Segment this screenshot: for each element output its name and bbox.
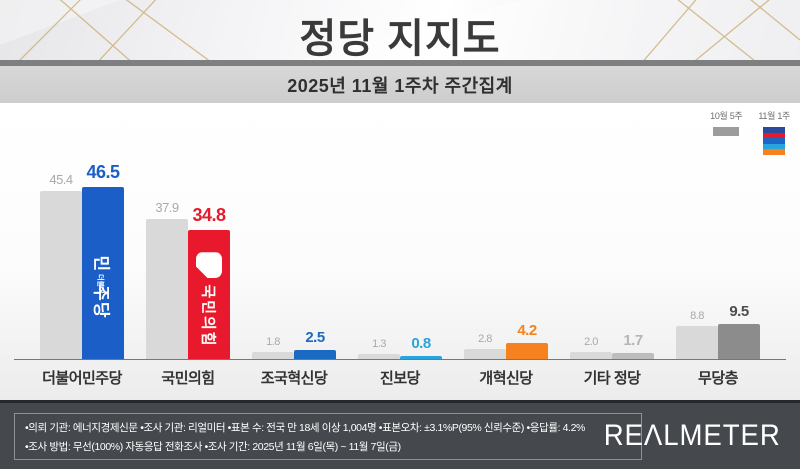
current-week-value: 9.5 <box>729 302 749 320</box>
current-week-bar-column: 9.5 <box>718 303 760 359</box>
category-label: 기타 정당 <box>583 370 641 387</box>
bar-plot: 45.4 46.5 민더불어주당 더불어민주당 37.9 34.8 국민의힘 국민의힘 1.8 2… <box>14 162 786 387</box>
previous-week-value: 8.8 <box>690 310 704 323</box>
previous-week-bar <box>40 191 82 359</box>
current-week-bar-column: 46.5 민더불어주당 <box>82 162 124 359</box>
bar-group-7: 8.8 9.5 무당층 <box>676 303 760 387</box>
current-week-bar-column: 1.7 <box>612 332 654 359</box>
footer-band: •의뢰 기관: 에너지경제신문 •조사 기관: 리얼미터 •표본 수: 전국 만… <box>0 400 800 469</box>
current-week-bar <box>506 343 548 359</box>
category-label: 더불어민주당 <box>42 370 122 387</box>
decorative-gold-lines <box>0 0 800 60</box>
previous-week-bar-column: 1.3 <box>358 338 400 359</box>
survey-methodology-box: •의뢰 기관: 에너지경제신문 •조사 기관: 리얼미터 •표본 수: 전국 만… <box>14 413 642 460</box>
legend-swatch-previous-week <box>713 127 740 136</box>
previous-week-bar <box>676 326 718 359</box>
current-week-value: 0.8 <box>411 335 431 353</box>
current-week-value: 46.5 <box>86 161 120 182</box>
survey-info-line-1: •의뢰 기관: 에너지경제신문 •조사 기관: 리얼미터 •표본 수: 전국 만… <box>25 421 585 434</box>
minjoo-logo-text: 주당 <box>91 284 111 319</box>
report-period-subtitle: 2025년 11월 1주차 주간집계 <box>287 75 513 96</box>
minjoo-logo-text: 민 <box>91 255 111 272</box>
current-week-bar <box>718 323 760 359</box>
previous-week-bar <box>358 354 400 359</box>
ppp-party-logo-text: 국민의힘 <box>199 284 217 348</box>
previous-week-bar-column: 8.8 <box>676 310 718 359</box>
category-label: 조국혁신당 <box>260 370 328 387</box>
previous-week-bar <box>464 348 506 359</box>
current-week-bar-column: 2.5 <box>294 329 336 359</box>
realmeter-logo: REΛLMETER <box>603 419 781 452</box>
legend-stripe <box>763 149 786 155</box>
bar-group-2: 37.9 34.8 국민의힘 국민의힘 <box>146 200 230 387</box>
current-week-bar-column: 4.2 <box>506 322 548 359</box>
current-week-value: 4.2 <box>517 322 537 340</box>
current-week-value: 2.5 <box>305 328 325 346</box>
legend-swatch-current-week <box>763 127 786 155</box>
current-week-bar-column: 34.8 국민의힘 <box>188 205 230 359</box>
current-week-value: 34.8 <box>192 205 226 226</box>
previous-week-value: 37.9 <box>155 199 179 215</box>
category-label: 무당층 <box>698 370 738 387</box>
survey-info-line-2: •조사 방법: 무선(100%) 자동응답 전화조사 •조사 기간: 2025년… <box>25 440 401 453</box>
legend-item-current-week: 11월 1주 <box>758 109 790 155</box>
current-week-value: 1.7 <box>623 331 643 349</box>
previous-week-bar-column: 2.0 <box>570 336 612 359</box>
previous-week-bar-column: 45.4 <box>40 172 82 359</box>
previous-week-bar-column: 1.8 <box>252 336 294 359</box>
legend-label-previous-week: 10월 5주 <box>710 111 743 121</box>
ppp-bubble-icon <box>196 252 222 279</box>
legend-label-current-week: 11월 1주 <box>758 111 790 121</box>
legend-stripe <box>763 127 786 133</box>
previous-week-value: 1.3 <box>372 338 386 351</box>
minjoo-party-logo: 민더불어주당 <box>91 255 116 318</box>
chart-legend: 10월 5주 11월 1주 <box>710 109 790 155</box>
legend-stripe <box>763 138 786 144</box>
legend-stripe <box>763 132 786 138</box>
bar-group-3: 1.8 2.5 조국혁신당 <box>252 329 336 387</box>
previous-week-value: 2.0 <box>584 335 598 348</box>
minjoo-logo-text: 더불어 <box>96 273 104 294</box>
current-week-bar-column: 0.8 <box>400 335 442 359</box>
previous-week-value: 1.8 <box>266 336 280 349</box>
previous-week-bar-column: 37.9 <box>146 200 188 359</box>
current-week-bar <box>400 356 442 359</box>
bar-group-5: 2.8 4.2 개혁신당 <box>464 322 548 387</box>
bar-group-4: 1.3 0.8 진보당 <box>358 335 442 387</box>
current-week-bar <box>612 352 654 359</box>
previous-week-bar <box>252 352 294 359</box>
previous-week-value: 2.8 <box>478 332 492 345</box>
plot-area: 45.4 46.5 민더불어주당 더불어민주당 37.9 34.8 국민의힘 국민의힘 1.8 2… <box>14 162 786 387</box>
subtitle-band: 2025년 11월 1주차 주간집계 <box>0 66 800 103</box>
header-divider <box>0 60 800 66</box>
previous-week-bar <box>570 351 612 359</box>
previous-week-bar <box>146 218 188 359</box>
current-week-bar <box>294 349 336 359</box>
bar-group-6: 2.0 1.7 기타 정당 <box>570 332 654 387</box>
previous-week-value: 45.4 <box>49 172 73 188</box>
title-band: 정당 지지도 <box>0 0 800 61</box>
page-title: 정당 지지도 <box>299 17 501 61</box>
current-week-bar: 민더불어주당 <box>82 186 124 359</box>
category-label: 국민의힘 <box>161 370 215 387</box>
category-label: 진보당 <box>380 370 420 387</box>
category-label: 개혁신당 <box>479 370 533 387</box>
previous-week-bar-column: 2.8 <box>464 333 506 359</box>
legend-stripe <box>763 143 786 149</box>
bar-group-1: 45.4 46.5 민더불어주당 더불어민주당 <box>40 162 124 387</box>
current-week-bar: 국민의힘 <box>188 230 230 359</box>
legend-item-previous-week: 10월 5주 <box>710 109 743 155</box>
party-support-chart: 10월 5주 11월 1주 45.4 46.5 민더불어주당 더불어민주당 37.9 34… <box>0 103 800 400</box>
